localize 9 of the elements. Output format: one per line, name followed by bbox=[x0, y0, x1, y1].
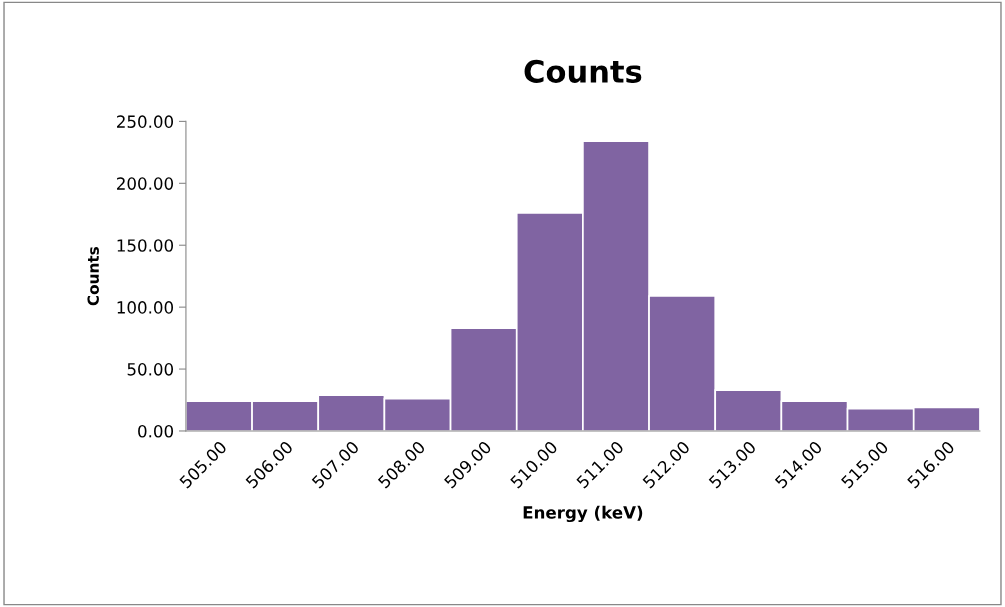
x-axis-title: Energy (keV) bbox=[523, 505, 643, 523]
y-tick-label: 200.00 bbox=[117, 177, 174, 190]
y-tick-label: 150.00 bbox=[117, 239, 174, 252]
y-tick-label: 0.00 bbox=[138, 424, 174, 438]
chart-title: Counts bbox=[524, 59, 642, 83]
y-tick-label: 250.00 bbox=[117, 115, 174, 128]
y-tick-label: 50.00 bbox=[127, 363, 174, 376]
y-axis-title: Counts bbox=[87, 246, 99, 306]
y-tick-label: 100.00 bbox=[117, 301, 174, 314]
